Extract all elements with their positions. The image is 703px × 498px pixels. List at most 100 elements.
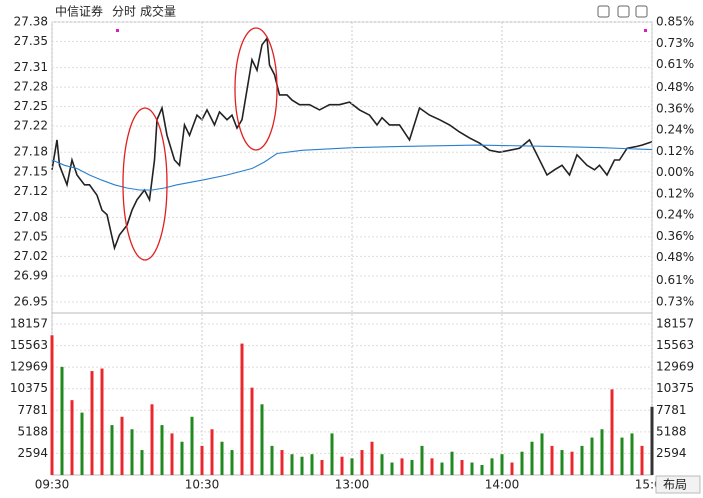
y-tick-label: 27.22 [14, 119, 48, 133]
volume-bar [500, 454, 504, 475]
y-tick-label: 12969 [10, 360, 48, 374]
volume-bar [400, 458, 404, 475]
volume-bar [650, 406, 654, 475]
y2-tick-label: 0.61% [656, 57, 694, 71]
volume-bar [60, 366, 64, 475]
layout-button[interactable] [655, 475, 701, 494]
volume-bar [140, 450, 144, 475]
volume-bar [510, 462, 514, 475]
stock-name: 中信证券 [55, 4, 103, 19]
y-tick-label: 7781 [17, 403, 48, 417]
volume-bar [180, 441, 184, 475]
volume-bar [480, 465, 484, 475]
y2-tick-label: 0.24% [656, 208, 694, 222]
volume-bar [360, 450, 364, 475]
y-tick-label: 27.18 [14, 145, 48, 159]
volume-bar [640, 445, 644, 475]
window-icons [597, 5, 648, 18]
volume-bar [530, 441, 534, 475]
volume-bar [630, 433, 634, 475]
y2-tick-label: 0.48% [656, 80, 694, 94]
price-line [51, 36, 653, 251]
volume-bar [420, 445, 424, 475]
volume-bar [120, 416, 124, 475]
volume-bar [300, 456, 304, 475]
y-tick-label: 27.25 [14, 99, 48, 113]
y2-tick-label: 0.24% [656, 123, 694, 137]
tab[interactable]: 分时 [112, 5, 136, 19]
x-tick-label: 09:30 [35, 478, 70, 492]
volume-bar [200, 445, 204, 475]
volume-bar [570, 451, 574, 475]
y2-tick-label: 0.36% [656, 101, 694, 115]
volume-bar [310, 454, 314, 475]
volume-bar [230, 450, 234, 475]
y2-tick-label: 0.12% [656, 186, 694, 200]
volume-bar [50, 335, 54, 475]
y-tick-label: 27.35 [14, 34, 48, 48]
y-tick-label: 18157 [10, 317, 48, 331]
y2-tick-label: 0.85% [656, 15, 694, 29]
plot: 0.85% 0.73% 0.61% 0.48% 0.36% 0.24% 0.12% 0.00%… [10, 15, 694, 492]
volume-bar [100, 368, 104, 475]
y-tick-label-right: 10375 [656, 381, 694, 395]
volume-bar [340, 456, 344, 475]
y-tick-label: 27.31 [14, 60, 48, 74]
volume-bar [470, 462, 474, 475]
volume-bar [560, 450, 564, 475]
y-tick-label: 26.95 [14, 295, 48, 309]
volume-bar [410, 460, 414, 475]
icon[interactable] [597, 5, 610, 18]
volume-bar [160, 425, 164, 475]
layout-button-label[interactable]: 布局 [663, 478, 687, 492]
y-tick-label: 2594 [17, 446, 48, 460]
volume-bar [380, 454, 384, 475]
volume-bar [390, 462, 394, 475]
x-tick-label: 13:00 [335, 478, 370, 492]
volume-bar [240, 343, 244, 475]
marker [116, 29, 119, 32]
volume-bar [90, 371, 94, 475]
y-tick-label-right: 5188 [656, 424, 687, 438]
volume-bar [620, 437, 624, 475]
volume-bar [70, 400, 74, 475]
volume-bar [350, 458, 354, 475]
volume-bar [260, 404, 264, 475]
y-tick-label-right: 18157 [656, 317, 694, 331]
volume-bar [590, 437, 594, 475]
volume-bar [280, 450, 284, 475]
volume-bar [250, 387, 254, 475]
y2-tick-label: 0.48% [656, 250, 694, 264]
tab[interactable]: 成交量 [140, 4, 176, 19]
volume-bar [190, 416, 194, 475]
y-tick-label: 26.99 [14, 268, 48, 282]
y2-tick-label: 0.73% [656, 36, 694, 50]
y-tick-label-right: 15563 [656, 338, 694, 352]
volume-bar [80, 412, 84, 475]
volume-bar [490, 458, 494, 475]
volume-bar [610, 389, 614, 475]
icon[interactable] [635, 5, 648, 18]
x-tick-label: 14:00 [485, 478, 520, 492]
volume-bar [320, 460, 324, 475]
y-tick-label: 27.38 [14, 15, 48, 29]
annotation-ellipse [234, 27, 278, 151]
volume-bar [580, 445, 584, 475]
price-line [51, 144, 653, 191]
volume-bar [330, 433, 334, 475]
marker [644, 29, 647, 32]
volume-bar [130, 429, 134, 475]
volume-bar [370, 441, 374, 475]
y-tick-label: 27.08 [14, 210, 48, 224]
volume-bar [290, 454, 294, 475]
y-tick-label: 27.28 [14, 80, 48, 94]
volume-bar [150, 404, 154, 475]
y-tick-label-right: 2594 [656, 446, 687, 460]
y-tick-label-right: 7781 [656, 403, 687, 417]
icon[interactable] [617, 5, 630, 18]
volume-bar [210, 429, 214, 475]
volume-bar [600, 429, 604, 475]
y2-tick-label: 0.61% [656, 273, 694, 287]
y-tick-label: 27.15 [14, 164, 48, 178]
